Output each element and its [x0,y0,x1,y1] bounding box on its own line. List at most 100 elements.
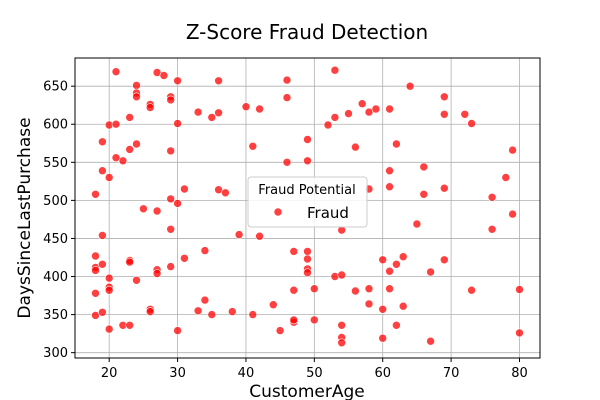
plot-area-frame [74,57,541,359]
data-point [166,194,175,204]
x-tick-label: 50 [306,366,323,381]
y-tick-label: 600 [43,118,68,133]
data-point [98,307,107,317]
data-point [200,246,210,255]
y-tick-label: 450 [43,232,68,247]
data-point [91,251,100,261]
data-point [248,142,258,151]
data-point [111,67,121,76]
data-point [91,288,100,298]
data-point [255,104,264,114]
data-point [419,190,429,199]
data-point [439,110,449,119]
y-tick-label: 500 [43,194,68,209]
x-axis-ticks: 20 30 40 50 60 70 80 [101,358,528,381]
data-point [344,109,353,118]
data-point [193,306,203,316]
data-point [303,254,312,264]
data-point [248,310,258,319]
data-point [460,110,470,119]
data-point [351,286,360,296]
y-tick-label: 650 [43,80,68,95]
legend: Fraud Potential Fraud [247,176,368,228]
data-point [282,75,292,85]
data-point [159,71,169,80]
data-point [234,230,244,239]
data-point [303,156,312,166]
data-point [337,338,347,348]
data-point [152,269,162,278]
data-point [337,320,347,330]
data-point [439,92,449,102]
data-point [385,166,394,175]
y-axis-label: DaysSinceLastPurchase [15,117,35,318]
data-point [207,310,217,319]
data-point [289,315,299,325]
data-point [508,145,517,155]
data-point [378,255,388,265]
data-point [487,225,497,234]
data-point [214,108,223,118]
x-axis-label: CustomerAge [249,382,364,400]
data-point [467,285,476,295]
x-tick-label: 20 [101,366,118,381]
data-point [91,266,100,275]
data-point [91,190,100,199]
data-point [98,259,107,269]
data-points [91,65,524,348]
data-point [508,209,517,219]
data-point [330,65,340,75]
data-point [371,104,381,114]
data-point [125,113,134,122]
data-point [132,275,141,285]
data-point [426,267,435,277]
data-point [385,182,394,191]
data-point [104,324,114,334]
data-point [145,103,155,112]
data-point [173,199,182,208]
data-point [173,119,182,128]
data-point [193,107,203,117]
data-point [392,320,401,330]
data-point [392,139,401,149]
data-point [132,81,141,90]
data-point [98,137,107,147]
data-point [180,184,189,194]
data-point [125,257,134,267]
data-point [351,142,360,152]
data-point [228,307,237,316]
data-point [392,259,401,269]
data-point [125,320,134,330]
data-point [98,166,107,175]
x-tick-label: 30 [169,366,186,381]
data-point [323,120,333,130]
data-point [378,304,388,314]
data-point [289,247,299,256]
data-point [398,252,408,262]
data-point [255,231,264,241]
data-point [515,285,524,294]
x-tick-label: 70 [443,366,460,381]
data-point [125,145,134,154]
data-point [364,299,374,309]
data-point [166,95,175,105]
data-point [385,284,394,294]
data-point [145,307,155,316]
data-point [357,99,367,108]
data-point [419,162,429,172]
data-point [98,231,107,240]
data-point [385,266,394,276]
y-axis-ticks: 300 350 400 450 500 550 600 650 [43,80,75,361]
x-tick-label: 80 [511,366,528,381]
data-point [303,135,312,144]
data-point [501,173,511,182]
data-point [309,315,319,325]
data-point [398,301,408,311]
data-point [515,328,524,338]
data-point [166,262,175,271]
data-point [104,173,114,182]
data-point [412,219,422,229]
data-point [173,76,182,86]
data-point [364,284,374,294]
